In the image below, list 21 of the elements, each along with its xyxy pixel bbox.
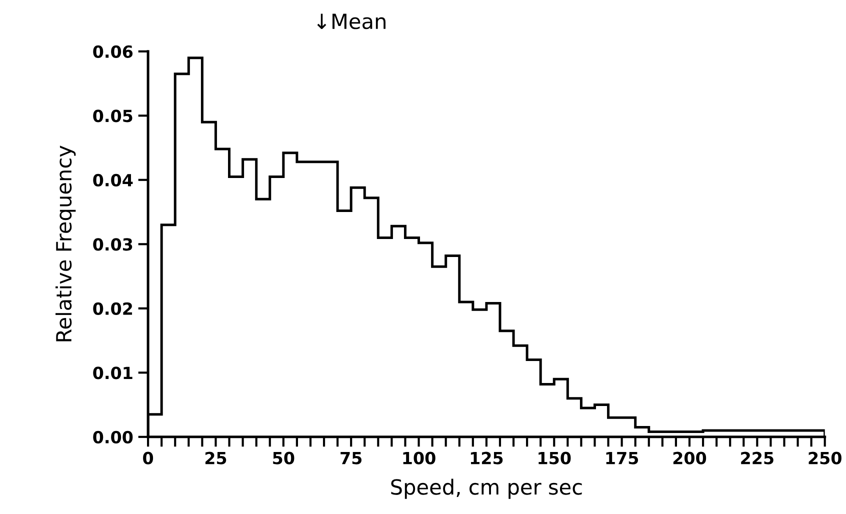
x-tick-label: 225: [741, 452, 774, 464]
x-tick-label: 25: [205, 452, 226, 464]
y-axis-title: Relative Frequency: [56, 146, 76, 342]
y-tick-label: 0.05: [93, 110, 132, 122]
x-tick-label: 0: [143, 452, 154, 464]
x-tick-label: 75: [340, 452, 362, 464]
y-tick-label: 0.02: [93, 302, 132, 315]
y-tick-label: 0.03: [93, 238, 132, 251]
x-tick-label: 125: [470, 452, 503, 464]
text: ↓Mean: [317, 14, 386, 30]
y-tick-label: 0.06: [93, 45, 133, 58]
x-tick-label: 175: [606, 452, 638, 464]
y-tick-label: 0.00: [93, 430, 133, 444]
y-tick-label: 0.01: [93, 366, 132, 380]
x-tick-label: 50: [273, 452, 294, 464]
x-tick-label: 150: [538, 452, 571, 464]
x-tick-label: 200: [673, 452, 706, 464]
y-tick-label: 0.04: [93, 174, 133, 186]
x-tick-label: 250: [808, 452, 842, 464]
x-tick-label: 100: [403, 452, 436, 464]
x-axis-title: Speed, cm per sec: [391, 478, 582, 499]
